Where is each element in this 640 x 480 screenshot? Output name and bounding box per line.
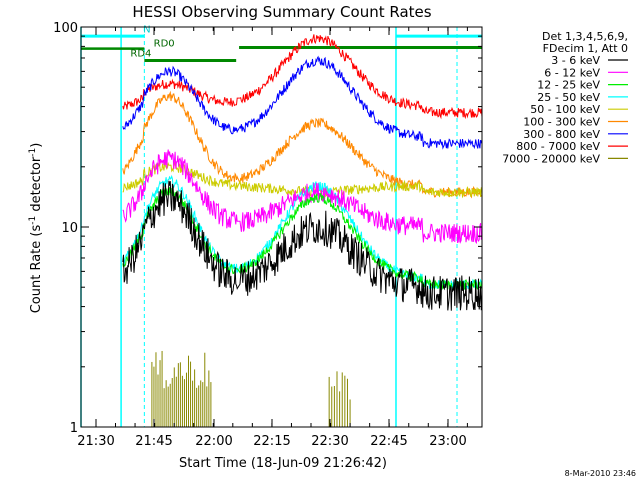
y-tick-label: 1 (70, 421, 78, 436)
series-line (122, 149, 483, 245)
y-tick-label: 100 (53, 21, 78, 36)
x-tick-label: 21:45 (135, 434, 172, 449)
y-axis-label: Count Rate (s-1 detector-1) (28, 143, 44, 314)
x-tick-label: 22:30 (311, 434, 348, 449)
legend-entry-label: 100 - 300 keV (523, 116, 600, 129)
x-tick-label: 22:15 (253, 434, 290, 449)
y-tick-label: 10 (61, 221, 78, 236)
y-axis: 1 10 100 (53, 21, 482, 436)
annotation-label: N (143, 24, 150, 35)
legend-entry-label: 300 - 800 keV (523, 128, 600, 141)
footer-date: 8-Mar-2010 23:46 (565, 469, 636, 478)
legend-entry-label: 50 - 100 keV (530, 103, 600, 116)
x-tick-label: 22:00 (195, 434, 232, 449)
x-axis: 21:30 21:45 22:00 22:15 22:30 22:45 23:00 (77, 27, 468, 449)
legend-header-line-1: Det 1,3,4,5,6,9, (542, 30, 628, 43)
legend-entry-label: 7000 - 20000 keV (502, 152, 600, 165)
x-tick-label: 22:45 (370, 434, 407, 449)
legend: Det 1,3,4,5,6,9, FDecim 1, Att 0 3 - 6 k… (502, 30, 628, 165)
legend-entry-label: 12 - 25 keV (537, 79, 600, 92)
legend-entry-label: 6 - 12 keV (544, 66, 600, 79)
legend-entry-label: 800 - 7000 keV (516, 140, 600, 153)
chart-title: HESSI Observing Summary Count Rates (132, 3, 431, 21)
legend-entry-label: 3 - 6 keV (551, 54, 600, 67)
x-tick-label: 23:00 (429, 434, 466, 449)
legend-entry-label: 25 - 50 keV (537, 91, 600, 104)
annotation-label: RD0 (154, 38, 175, 49)
annotation-label: RD4 (130, 49, 151, 60)
series-line (122, 55, 483, 150)
x-tick-label: 21:30 (77, 434, 114, 449)
x-axis-label: Start Time (18-Jun-09 21:26:42) (179, 456, 387, 471)
series-line (122, 180, 483, 311)
series-line (122, 34, 483, 120)
legend-header-line-2: FDecim 1, Att 0 (543, 42, 628, 55)
